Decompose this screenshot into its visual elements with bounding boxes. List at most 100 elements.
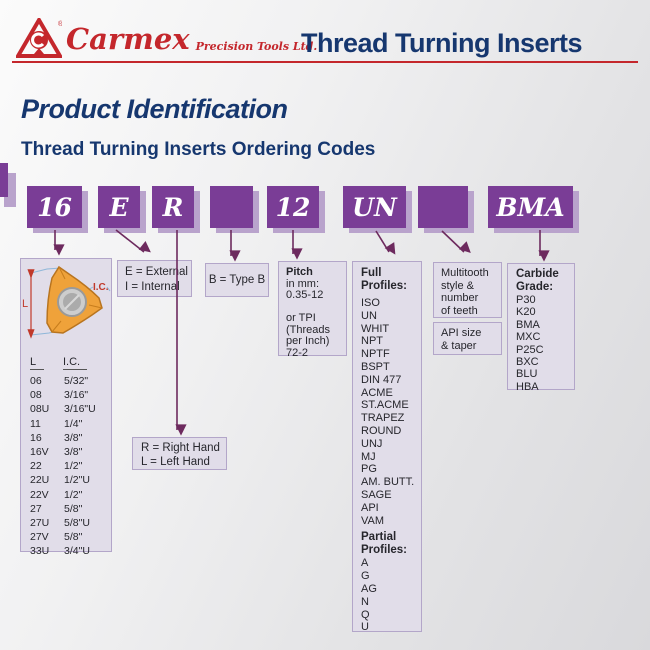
right-hand-label: R = Right Hand: [141, 442, 220, 454]
code-box-grade: BMA: [488, 186, 573, 228]
code-box-external-internal: E: [98, 186, 140, 228]
table-row: 22 1/2": [30, 460, 83, 473]
full-profile-item: PG: [361, 463, 377, 476]
pitch-title: Pitch: [286, 266, 313, 278]
full-profile-item: TRAPEZ: [361, 412, 405, 425]
partial-profile-item: G: [361, 570, 370, 583]
table-row: 16V 3/8": [30, 446, 83, 459]
full-profile-item: SAGE: [361, 488, 392, 501]
api-size-box: API size & taper: [433, 322, 502, 355]
carbide-grade-item: BLU: [516, 368, 538, 381]
full-profile-item: API: [361, 501, 379, 514]
section-heading: Product Identification: [21, 94, 288, 124]
multitooth-line: of teeth: [441, 304, 478, 317]
multitooth-box: Multitooth style & number of teeth: [433, 262, 502, 318]
code-box-hand: R: [152, 186, 194, 228]
code-box-profile: UN: [343, 186, 406, 228]
full-profile-item: ST.ACME: [361, 399, 409, 412]
full-profile-item: BSPT: [361, 360, 390, 373]
pitch-line: 0.35-12: [286, 289, 324, 301]
carbide-grade-item: P30: [516, 294, 536, 306]
pitch-line: 72-2: [286, 346, 309, 359]
carbide-grade-item: BXC: [516, 356, 539, 369]
full-profile-item: AM. BUTT.: [361, 476, 415, 489]
svg-text:®: ®: [58, 20, 62, 28]
header-rule: [12, 61, 638, 63]
table-row: 08 3/16": [30, 389, 89, 402]
pitch-line: (Threads: [286, 323, 331, 336]
carbide-grade-title: Carbide: [516, 268, 559, 280]
code-box-size: 16: [27, 186, 82, 228]
col-header-l: L: [30, 355, 44, 370]
carbide-grade-box: Carbide Grade: P30 K20 BMA MXC P25C BXC BLU HBA: [507, 263, 575, 393]
table-row: 08U 3/16"U: [30, 403, 96, 416]
col-header-ic: I.C.: [63, 355, 87, 370]
table-row: 27U 5/8"U: [30, 517, 90, 530]
table-row: 22U 1/2"U: [30, 474, 90, 487]
table-row: 22V 1/2": [30, 488, 83, 501]
brand-name: Carmex: [66, 22, 190, 56]
full-profile-item: DIN 477: [361, 373, 402, 386]
carmex-emblem-icon: ®: [16, 18, 62, 58]
pitch-box: Pitch in mm: 0.35-12 or TPI (Threads per Inc…: [278, 261, 347, 358]
left-hand-label: L = Left Hand: [141, 456, 210, 468]
full-profile-item: MJ: [361, 450, 376, 463]
insert-size-table: 06 5/32" 08 3/16" 08U 3/16"U 11 1/4" 16 3/8" 16V 3/…: [21, 374, 111, 559]
page-title: Thread Turning Inserts: [300, 28, 583, 58]
table-row: 27 5/8": [30, 502, 83, 515]
api-line: API size: [441, 327, 482, 339]
carbide-grade-item: HBA: [516, 380, 539, 393]
table-row: 16 3/8": [30, 431, 83, 444]
carbide-grade-title: Grade:: [516, 281, 554, 293]
carbide-grade-item: BMA: [516, 318, 540, 331]
profiles-box: Full Profiles: ISO UN WHIT NPT NPTF BSPT DIN 4…: [352, 261, 422, 634]
partial-profile-item: A: [361, 557, 369, 570]
table-row: 11 1/4": [30, 417, 83, 430]
partial-profile-item: Q: [361, 608, 370, 621]
table-row: 27V 5/8": [30, 531, 83, 544]
insert-diagram: L I.C.: [22, 265, 111, 339]
code-box-type: [210, 186, 253, 228]
api-line: & taper: [441, 339, 477, 352]
ic-label: I.C.: [93, 282, 109, 293]
hand-box: R = Right Hand L = Left Hand: [132, 437, 227, 470]
full-profiles-title: Full: [361, 267, 382, 279]
external-internal-box: E = External I = Internal: [117, 260, 192, 297]
pitch-line: or TPI: [286, 312, 316, 324]
multitooth-line: style &: [441, 279, 475, 292]
brand-logo: ® Carmex Precision Tools Ltd.: [16, 18, 317, 60]
type-b-box: B = Type B: [205, 263, 269, 297]
table-row: 33U 3/4"U: [30, 545, 90, 558]
partial-profile-item: N: [361, 595, 369, 608]
full-profile-item: UNJ: [361, 437, 383, 450]
carbide-grade-item: MXC: [516, 331, 541, 344]
code-box-pitch: 12: [267, 186, 319, 228]
partial-profiles-title: Partial: [361, 531, 397, 544]
brand-subtitle: Precision Tools Ltd.: [195, 39, 318, 53]
internal-label: I = Internal: [125, 281, 180, 293]
full-profile-item: WHIT: [361, 322, 390, 335]
multitooth-line: number: [441, 292, 479, 304]
full-profiles-title: Profiles:: [361, 280, 408, 292]
type-b-label: B = Type B: [208, 274, 266, 286]
full-profile-item: NPT: [361, 335, 383, 348]
full-profile-item: VAM: [361, 514, 385, 527]
pitch-line: per Inch): [286, 335, 330, 347]
insert-table-header: L I.C.: [21, 355, 111, 370]
code-box-multitooth: [418, 186, 468, 228]
left-flag: [0, 163, 8, 197]
carbide-grade-item: K20: [516, 306, 536, 319]
pitch-line: in mm:: [286, 277, 319, 290]
full-profile-item: ISO: [361, 297, 380, 309]
partial-profiles-title: Profiles:: [361, 544, 408, 557]
external-label: E = External: [125, 266, 188, 278]
partial-profile-item: U: [361, 621, 369, 634]
dim-label-L: L: [22, 298, 28, 310]
full-profile-item: UN: [361, 309, 377, 322]
multitooth-line: Multitooth: [441, 267, 489, 279]
section-subheading: Thread Turning Inserts Ordering Codes: [21, 139, 376, 160]
full-profile-item: ROUND: [361, 424, 402, 437]
insert-size-box: L I.C. L I.C. 06 5/32" 08 3/16" 08U 3/16"U 11 1…: [20, 258, 112, 557]
full-profile-item: NPTF: [361, 348, 390, 361]
